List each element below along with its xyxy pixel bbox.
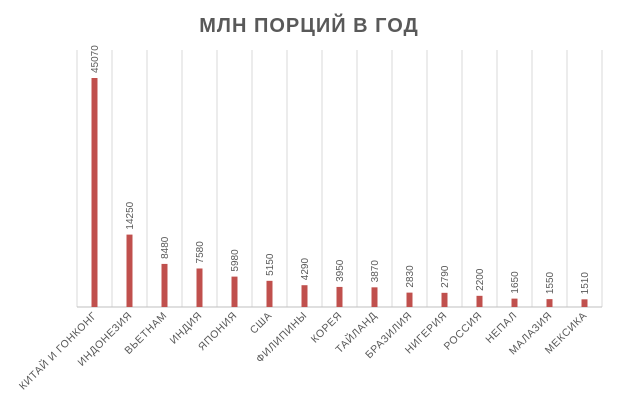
data-label: 2830 [405,265,416,288]
data-label: 3870 [370,260,381,283]
data-label: 45070 [90,45,101,73]
data-label: 7580 [195,241,206,264]
bar [161,263,168,307]
bar [441,292,448,307]
bar [266,280,273,307]
data-label: 1550 [545,271,556,294]
category-label: РОССИЯ [442,310,485,353]
gridlines [76,50,603,307]
data-label: 2200 [475,268,486,291]
data-label: 4290 [300,258,311,281]
bar [196,268,203,307]
data-label: 14250 [125,201,136,229]
bar [406,292,413,307]
data-label: 5150 [265,253,276,276]
bar [231,276,238,307]
data-labels: 45070 14250 8480 7580 5980 5150 4290 3950 3870 28… [90,45,591,295]
bar [476,295,483,307]
chart-title: МЛН ПОРЦИЙ В ГОД [199,13,419,37]
data-label: 3950 [335,259,346,282]
bar [581,299,588,307]
bar [546,299,553,307]
bar [91,78,98,307]
bar [126,234,133,307]
category-label: США [248,310,275,337]
bar [336,286,343,307]
data-label: 5980 [230,249,241,272]
bars [91,78,588,307]
bar [511,298,518,307]
data-label: 8480 [160,236,171,259]
data-label: 2790 [440,265,451,288]
bar [301,285,308,307]
bar [371,287,378,307]
category-labels: КИТАЙ И ГОНКОНГИНДОНЕЗИЯВЬЕТНАМИНДИЯЯПОН… [16,309,589,392]
data-label: 1650 [510,271,521,294]
data-label: 1510 [580,272,591,295]
